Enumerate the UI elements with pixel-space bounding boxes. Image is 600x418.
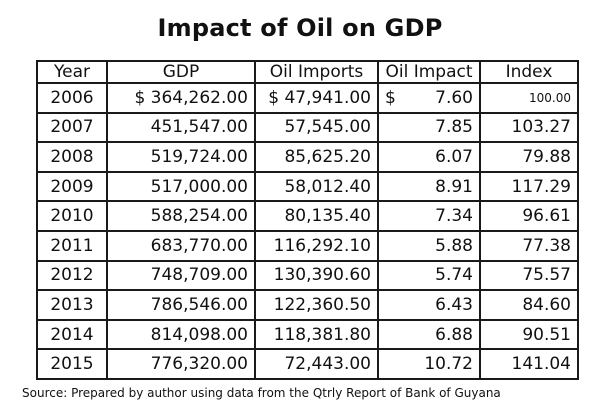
table-title: Impact of Oil on GDP xyxy=(157,14,443,42)
cell-gdp: 786,546.00 xyxy=(106,289,256,321)
oil-impact-value: 7.60 xyxy=(435,87,473,108)
cell-year: 2006 xyxy=(36,82,108,114)
cell-oil-impact: 6.07 xyxy=(377,141,481,173)
oil-impact-value: 5.74 xyxy=(435,265,473,286)
cell-oil-impact: 7.34 xyxy=(377,200,481,232)
cell-oil-impact: $7.60 xyxy=(377,82,481,114)
cell-oil-impact: 10.72 xyxy=(377,348,481,380)
table-row: 2008 519,724.00 85,625.20 6.07 79.88 xyxy=(36,141,579,173)
cell-index: 96.61 xyxy=(479,200,579,232)
cell-gdp: 519,724.00 xyxy=(106,141,256,173)
cell-index: 103.27 xyxy=(479,111,579,144)
cell-year: 2014 xyxy=(36,318,108,351)
cell-oil-imports: 85,625.20 xyxy=(254,141,379,173)
cell-oil-impact: 5.74 xyxy=(377,259,481,292)
cell-gdp: 683,770.00 xyxy=(106,229,256,262)
currency-symbol: $ xyxy=(385,87,396,108)
table-row: 2014 814,098.00 118,381.80 6.88 90.51 xyxy=(36,318,579,351)
cell-year: 2011 xyxy=(36,229,108,262)
oil-impact-value: 10.72 xyxy=(424,354,473,375)
table-row: 2006 $ 364,262.00 $ 47,941.00 $7.60 100.00 xyxy=(36,82,579,114)
cell-oil-imports: $ 47,941.00 xyxy=(254,82,379,114)
cell-oil-imports: 58,012.40 xyxy=(254,170,379,203)
cell-index: 117.29 xyxy=(479,170,579,203)
cell-oil-imports: 122,360.50 xyxy=(254,289,379,321)
table-row: 2015 776,320.00 72,443.00 10.72 141.04 xyxy=(36,348,579,380)
cell-index: 141.04 xyxy=(479,348,579,380)
table-row: 2013 786,546.00 122,360.50 6.43 84.60 xyxy=(36,289,579,321)
cell-oil-impact: 8.91 xyxy=(377,170,481,203)
cell-oil-imports: 130,390.60 xyxy=(254,259,379,292)
table-row: 2007 451,547.00 57,545.00 7.85 103.27 xyxy=(36,111,579,144)
cell-gdp: $ 364,262.00 xyxy=(106,82,256,114)
oil-impact-value: 6.07 xyxy=(435,146,473,167)
header-row: Year GDP Oil Imports Oil Impact Index xyxy=(36,60,579,84)
cell-index: 84.60 xyxy=(479,289,579,321)
table-row: 2012 748,709.00 130,390.60 5.74 75.57 xyxy=(36,259,579,292)
cell-oil-imports: 118,381.80 xyxy=(254,318,379,351)
cell-year: 2012 xyxy=(36,259,108,292)
oil-impact-value: 6.43 xyxy=(435,294,473,315)
oil-impact-value: 7.85 xyxy=(435,117,473,138)
cell-oil-impact: 5.88 xyxy=(377,229,481,262)
cell-index: 79.88 xyxy=(479,141,579,173)
header-oil-imports: Oil Imports xyxy=(254,60,379,84)
cell-year: 2013 xyxy=(36,289,108,321)
header-year: Year xyxy=(36,60,108,84)
table-row: 2011 683,770.00 116,292.10 5.88 77.38 xyxy=(36,229,579,262)
cell-oil-imports: 116,292.10 xyxy=(254,229,379,262)
oil-impact-value: 6.88 xyxy=(435,324,473,345)
table-body: 2006 $ 364,262.00 $ 47,941.00 $7.60 100.00 20… xyxy=(36,82,579,380)
cell-oil-impact: 7.85 xyxy=(377,111,481,144)
cell-oil-imports: 57,545.00 xyxy=(254,111,379,144)
header-oil-impact: Oil Impact xyxy=(377,60,481,84)
cell-index: 75.57 xyxy=(479,259,579,292)
cell-year: 2010 xyxy=(36,200,108,232)
gdp-table: Year GDP Oil Imports Oil Impact Index 20… xyxy=(36,60,579,380)
cell-gdp: 748,709.00 xyxy=(106,259,256,292)
oil-impact-value: 5.88 xyxy=(435,235,473,256)
cell-gdp: 451,547.00 xyxy=(106,111,256,144)
cell-year: 2008 xyxy=(36,141,108,173)
header-gdp: GDP xyxy=(106,60,256,84)
header-index: Index xyxy=(479,60,579,84)
cell-oil-imports: 72,443.00 xyxy=(254,348,379,380)
source-note: Source: Prepared by author using data fr… xyxy=(22,386,501,400)
cell-year: 2015 xyxy=(36,348,108,380)
cell-oil-impact: 6.88 xyxy=(377,318,481,351)
table-row: 2010 588,254.00 80,135.40 7.34 96.61 xyxy=(36,200,579,232)
cell-index: 90.51 xyxy=(479,318,579,351)
cell-gdp: 814,098.00 xyxy=(106,318,256,351)
oil-impact-value: 8.91 xyxy=(435,176,473,197)
cell-index: 100.00 xyxy=(479,82,579,114)
table-row: 2009 517,000.00 58,012.40 8.91 117.29 xyxy=(36,170,579,203)
cell-year: 2007 xyxy=(36,111,108,144)
cell-year: 2009 xyxy=(36,170,108,203)
cell-oil-impact: 6.43 xyxy=(377,289,481,321)
cell-gdp: 776,320.00 xyxy=(106,348,256,380)
cell-index: 77.38 xyxy=(479,229,579,262)
oil-impact-value: 7.34 xyxy=(435,206,473,227)
cell-oil-imports: 80,135.40 xyxy=(254,200,379,232)
cell-gdp: 588,254.00 xyxy=(106,200,256,232)
cell-gdp: 517,000.00 xyxy=(106,170,256,203)
